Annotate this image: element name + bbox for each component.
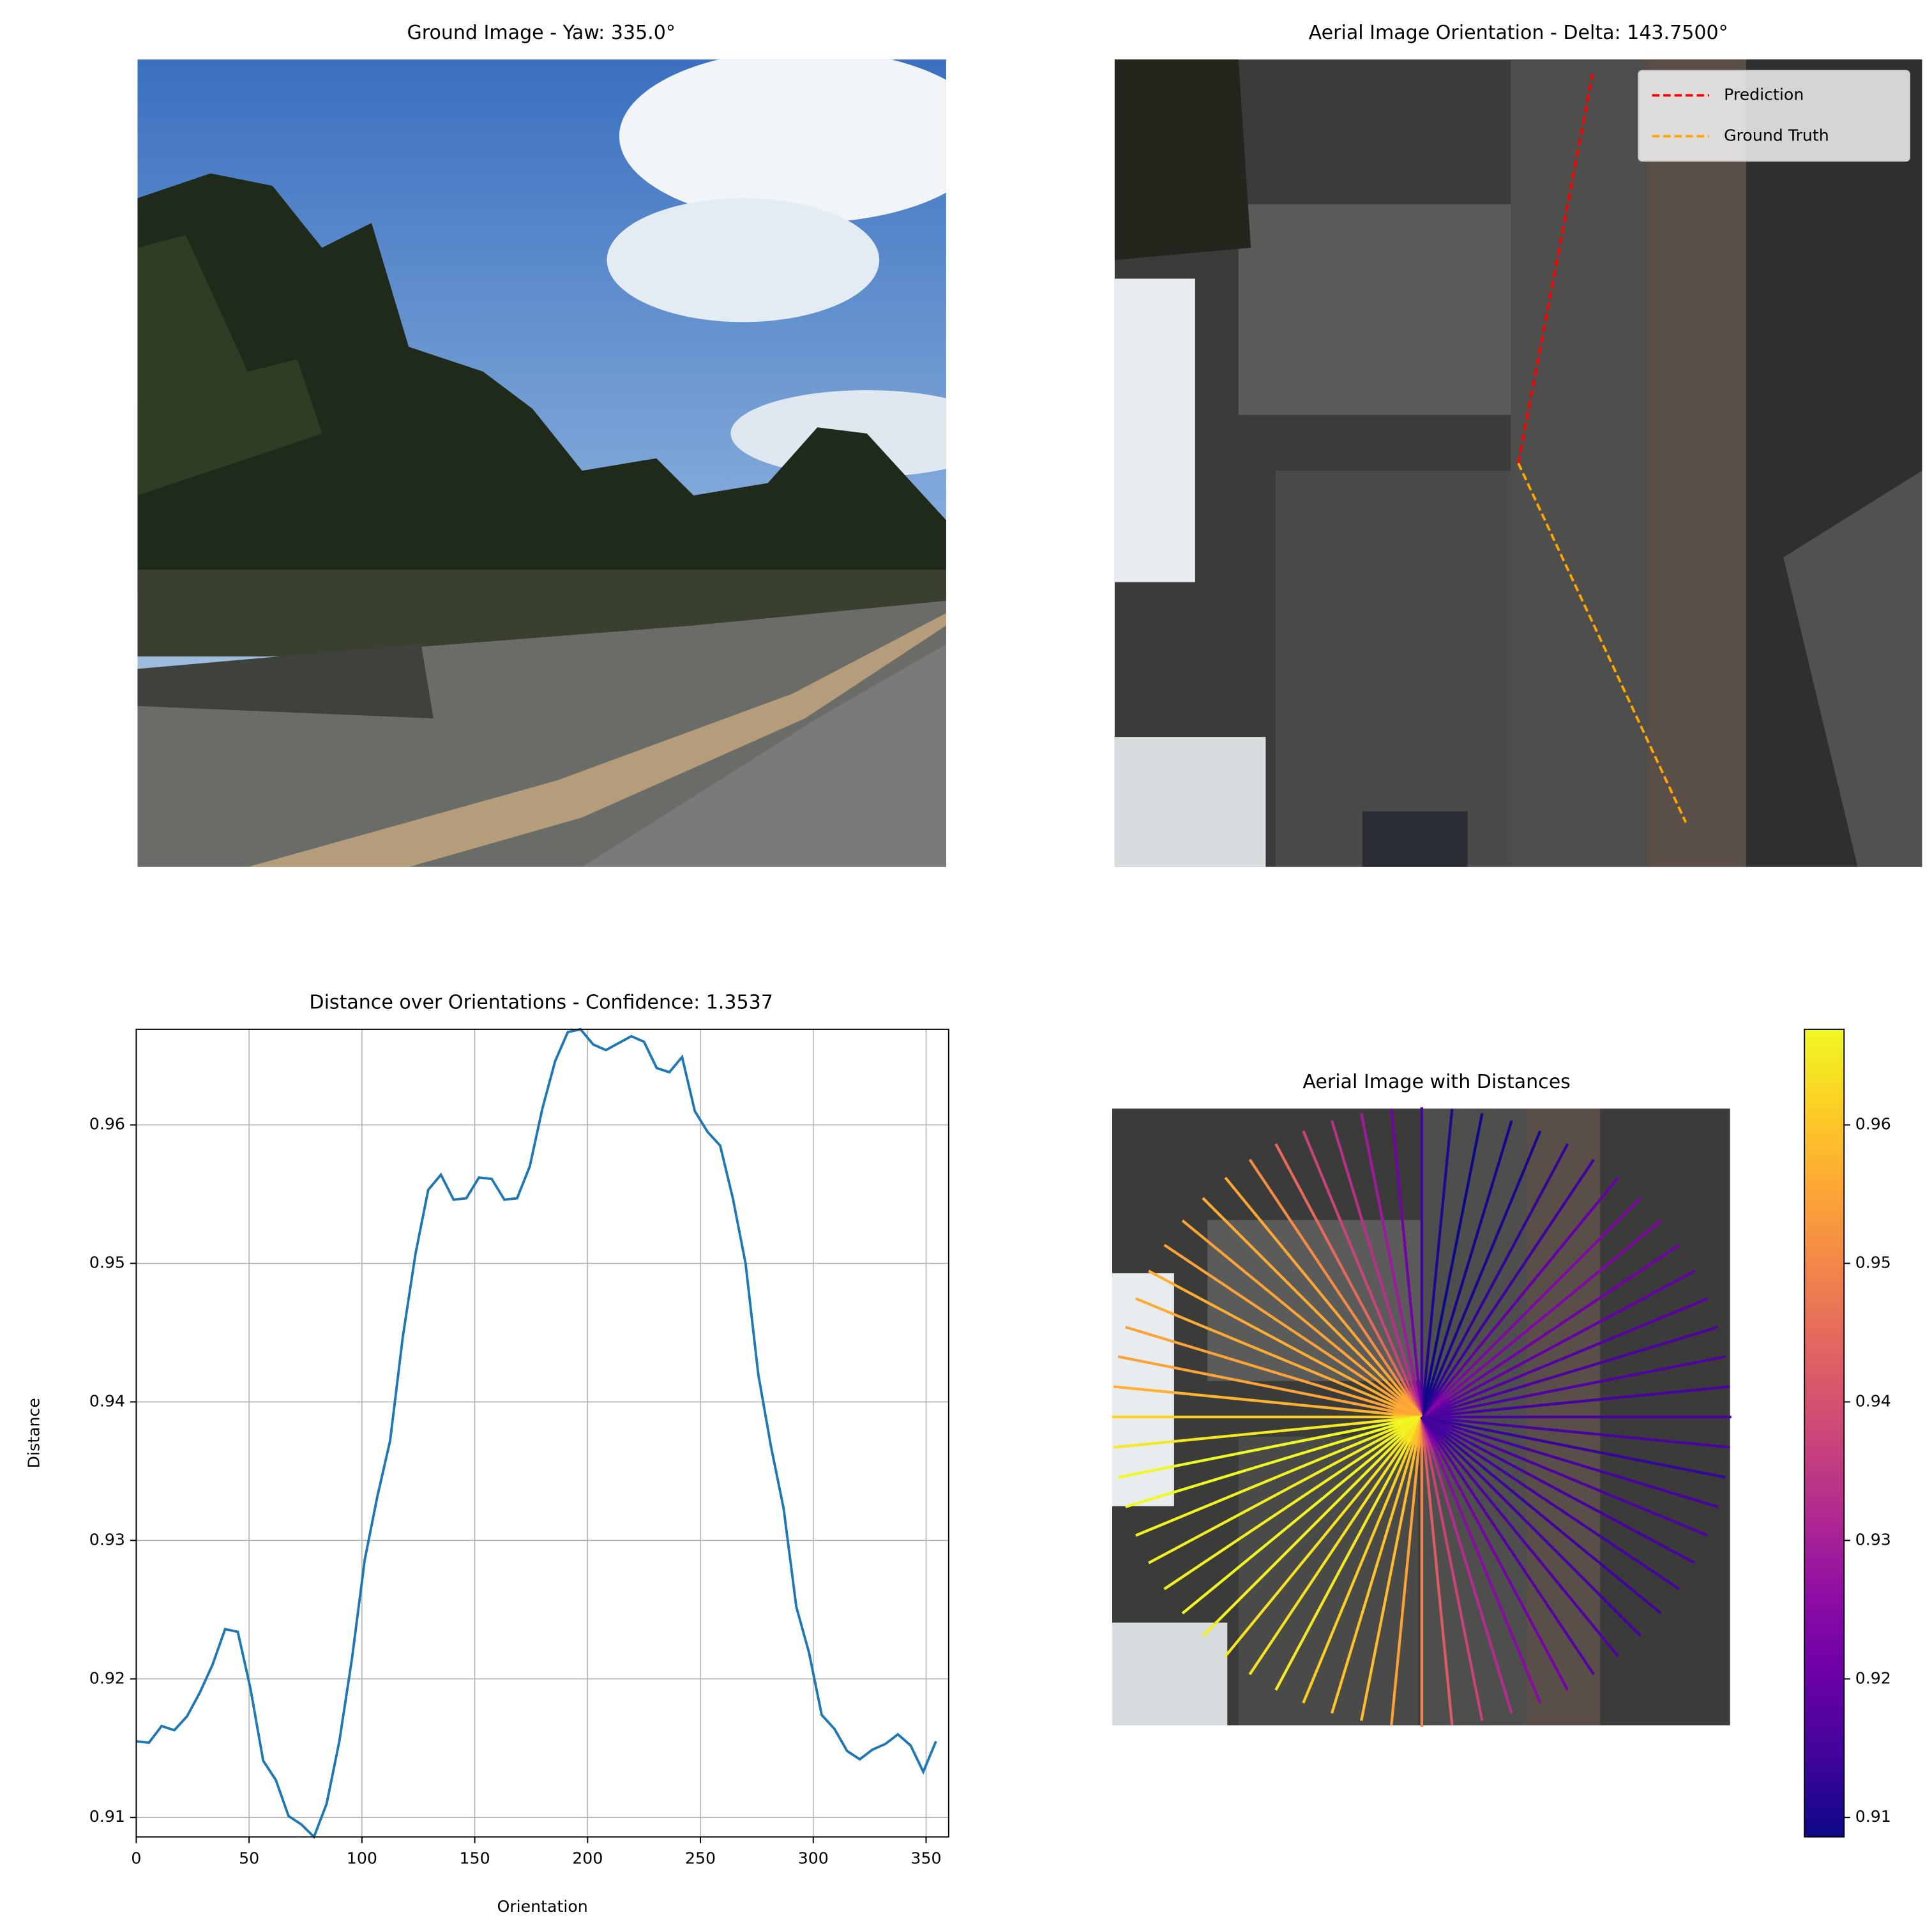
distance-ray bbox=[1390, 1109, 1423, 1418]
distance-ray bbox=[1420, 1143, 1569, 1418]
distance-ray bbox=[1135, 1297, 1423, 1418]
distance-ray bbox=[1148, 1416, 1423, 1564]
y-axis-label: Distance bbox=[24, 1398, 43, 1468]
colorbar-tick-label: 0.95 bbox=[1855, 1253, 1891, 1272]
distance-ray bbox=[1420, 1416, 1454, 1725]
x-tick-label: 0 bbox=[131, 1849, 141, 1867]
y-tick-label: 0.93 bbox=[89, 1530, 125, 1549]
distance-ray bbox=[1421, 1158, 1595, 1418]
distance-ray bbox=[1420, 1416, 1542, 1704]
distance-ray bbox=[1421, 1416, 1696, 1564]
distance-ray bbox=[1224, 1176, 1423, 1418]
x-axis-label: Orientation bbox=[497, 1897, 587, 1916]
distance-ray bbox=[1420, 1416, 1569, 1691]
y-tick-label: 0.91 bbox=[89, 1807, 125, 1826]
colorbar bbox=[1804, 1028, 1845, 1838]
distance-ray bbox=[1302, 1416, 1423, 1704]
distance-ray bbox=[1421, 1416, 1595, 1676]
distance-ray bbox=[1360, 1112, 1423, 1418]
panel-title: Aerial Image with Distances bbox=[1302, 1071, 1571, 1093]
distance-ray bbox=[1202, 1197, 1423, 1418]
x-tick-label: 200 bbox=[572, 1849, 603, 1867]
distance-ray bbox=[1421, 1385, 1730, 1419]
aerial-photo bbox=[1114, 59, 1922, 867]
distance-ray bbox=[1421, 1416, 1663, 1615]
distance-ray bbox=[1421, 1355, 1726, 1419]
distance-ray bbox=[1163, 1243, 1423, 1418]
colorbar-tick-label: 0.96 bbox=[1855, 1115, 1891, 1133]
colorbar-tick-label: 0.92 bbox=[1855, 1669, 1891, 1687]
distance-ray bbox=[1248, 1416, 1423, 1676]
orientation-line bbox=[1517, 462, 1687, 823]
distance-ray bbox=[1421, 1416, 1709, 1537]
distance-ray bbox=[1135, 1416, 1423, 1537]
x-tick-label: 150 bbox=[460, 1849, 490, 1867]
distance-ray bbox=[1421, 1326, 1719, 1419]
colorbar-tick-label: 0.94 bbox=[1855, 1391, 1891, 1410]
ground-photo bbox=[137, 59, 946, 867]
panel-title: Distance over Orientations - Confidence:… bbox=[309, 992, 773, 1014]
distance-ray bbox=[1421, 1219, 1663, 1418]
distance-ray bbox=[1390, 1416, 1423, 1725]
x-tick-label: 250 bbox=[685, 1849, 716, 1867]
distance-ray bbox=[1421, 1416, 1680, 1591]
distance-ray bbox=[1421, 1415, 1730, 1449]
legend-box bbox=[1638, 70, 1911, 162]
panel-title: Aerial Image Orientation - Delta: 143.75… bbox=[1309, 22, 1728, 44]
y-tick-label: 0.94 bbox=[89, 1391, 125, 1410]
distance-ray bbox=[1163, 1416, 1423, 1591]
colorbar-tick-label: 0.93 bbox=[1855, 1530, 1891, 1549]
distance-ray bbox=[1421, 1297, 1709, 1418]
data-line bbox=[136, 1027, 937, 1840]
distance-ray bbox=[1421, 1416, 1642, 1637]
y-tick-label: 0.95 bbox=[89, 1253, 125, 1272]
distance-ray bbox=[1113, 1415, 1423, 1449]
x-tick-label: 350 bbox=[910, 1849, 941, 1867]
distance-ray bbox=[1148, 1269, 1423, 1418]
y-tick-label: 0.96 bbox=[89, 1115, 125, 1133]
distance-ray bbox=[1420, 1130, 1542, 1418]
distance-ray bbox=[1421, 1415, 1726, 1479]
distance-ray bbox=[1420, 1109, 1454, 1418]
x-tick-label: 50 bbox=[239, 1849, 259, 1867]
distance-ray bbox=[1360, 1416, 1423, 1722]
distance-ray bbox=[1181, 1416, 1423, 1615]
distance-ray bbox=[1125, 1415, 1423, 1508]
distance-ray bbox=[1125, 1326, 1423, 1419]
distance-ray bbox=[1421, 1243, 1680, 1418]
distance-ray bbox=[1302, 1130, 1423, 1418]
distance-ray bbox=[1113, 1385, 1423, 1419]
distance-ray bbox=[1274, 1416, 1423, 1691]
distance-ray bbox=[1420, 1416, 1484, 1722]
distance-ray bbox=[1421, 1415, 1719, 1508]
distance-ray bbox=[1420, 1120, 1513, 1418]
distance-ray bbox=[1331, 1416, 1423, 1714]
x-tick-label: 100 bbox=[347, 1849, 377, 1867]
colorbar-tick-label: 0.91 bbox=[1855, 1807, 1891, 1826]
distance-ray bbox=[1117, 1415, 1423, 1479]
legend-label: Prediction bbox=[1724, 85, 1804, 103]
distance-ray bbox=[1181, 1219, 1423, 1418]
distance-ray bbox=[1202, 1416, 1423, 1637]
distance-ray bbox=[1421, 1416, 1620, 1658]
x-tick-label: 300 bbox=[798, 1849, 829, 1867]
distance-ray bbox=[1420, 1416, 1513, 1714]
distance-ray bbox=[1224, 1416, 1423, 1658]
distance-ray bbox=[1420, 1112, 1484, 1418]
distance-ray bbox=[1421, 1197, 1642, 1418]
orientation-line bbox=[1517, 73, 1594, 464]
panel-title: Ground Image - Yaw: 335.0° bbox=[407, 22, 675, 44]
legend-label: Ground Truth bbox=[1724, 126, 1829, 144]
distance-ray bbox=[1331, 1120, 1423, 1418]
y-tick-label: 0.92 bbox=[89, 1669, 125, 1687]
distance-ray bbox=[1421, 1269, 1696, 1418]
axes-frame bbox=[135, 1028, 949, 1838]
distance-ray bbox=[1248, 1158, 1423, 1418]
distance-ray bbox=[1421, 1176, 1620, 1418]
distance-ray bbox=[1117, 1355, 1423, 1419]
distance-ray bbox=[1274, 1143, 1423, 1418]
